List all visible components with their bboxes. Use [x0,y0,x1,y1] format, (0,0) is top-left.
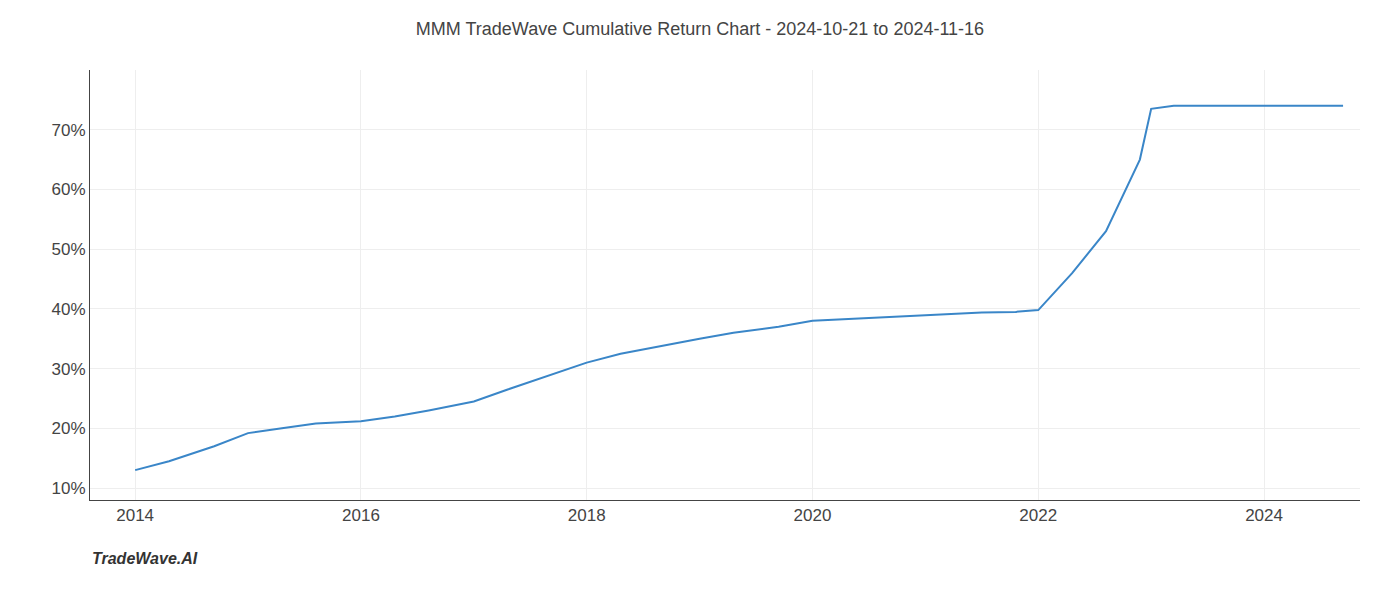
svg-text:10%: 10% [52,479,86,498]
svg-text:2018: 2018 [568,506,606,525]
svg-text:2014: 2014 [116,506,154,525]
svg-text:60%: 60% [52,180,86,199]
svg-text:40%: 40% [52,300,86,319]
svg-text:30%: 30% [52,360,86,379]
svg-text:2016: 2016 [342,506,380,525]
svg-text:MMM TradeWave Cumulative Retur: MMM TradeWave Cumulative Return Chart - … [416,19,984,39]
svg-text:TradeWave.AI: TradeWave.AI [92,550,198,567]
svg-text:2022: 2022 [1019,506,1057,525]
svg-text:2024: 2024 [1245,506,1283,525]
svg-text:20%: 20% [52,419,86,438]
svg-text:50%: 50% [52,240,86,259]
svg-text:2020: 2020 [794,506,832,525]
svg-text:70%: 70% [52,121,86,140]
